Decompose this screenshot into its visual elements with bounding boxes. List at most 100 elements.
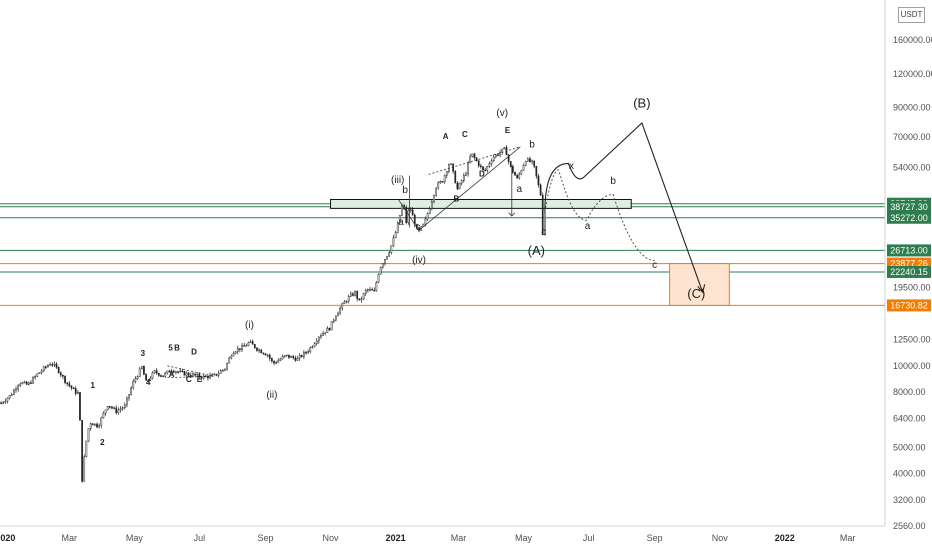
- time-tick-label: Nov: [323, 533, 340, 543]
- price-tick-label: 12500.00: [893, 335, 931, 345]
- candle-body: [275, 362, 278, 364]
- candle-body: [311, 346, 314, 348]
- price-tick-label: 4000.00: [893, 469, 926, 479]
- wave-label: (C): [687, 286, 705, 301]
- wave-label: 4: [146, 378, 151, 387]
- candle-body: [544, 212, 546, 235]
- candle-body: [341, 303, 344, 309]
- wave-label: (A): [528, 243, 545, 258]
- candle-body: [266, 354, 269, 357]
- price-axis[interactable]: 160000.00 120000.00 90000.00 70000.00 54000.…: [893, 35, 932, 531]
- candle-body: [168, 370, 171, 373]
- time-tick-label: May: [515, 533, 533, 543]
- candle-body: [40, 370, 43, 373]
- time-tick-label: 2020: [0, 533, 15, 543]
- candle-body: [42, 366, 45, 372]
- candle-body: [117, 409, 120, 414]
- candle-body: [4, 400, 7, 403]
- wave-label: c: [415, 222, 420, 233]
- level-badge-label: 23877.26: [890, 259, 928, 269]
- candle-body: [134, 378, 137, 382]
- candle-body: [473, 153, 476, 158]
- candle-body: [462, 175, 465, 181]
- candle-body: [70, 385, 73, 389]
- wave-label: A: [443, 132, 449, 141]
- candle-body: [465, 173, 467, 176]
- candle-body: [123, 404, 126, 408]
- time-axis[interactable]: 2020 Mar May Jul Sep Nov 2021 Mar May Jul Sep Nov 20…: [0, 533, 855, 543]
- candle-body: [392, 237, 395, 247]
- candle-body: [36, 373, 39, 377]
- candle-body: [106, 405, 109, 411]
- candle-body: [535, 165, 538, 177]
- time-tick-label: Sep: [647, 533, 663, 543]
- candle-body: [172, 370, 175, 373]
- candle-body: [79, 392, 81, 421]
- candle-body: [409, 209, 412, 211]
- candle-body: [209, 374, 211, 379]
- candle-body: [443, 175, 446, 183]
- candle-body: [296, 357, 299, 361]
- candle-body: [514, 171, 516, 176]
- level-badge-label: 16730.82: [890, 300, 928, 310]
- candle-body: [121, 407, 124, 410]
- candle-body: [354, 291, 356, 296]
- candle-body: [226, 362, 228, 370]
- candle-body: [221, 369, 224, 372]
- candle-body: [249, 341, 252, 343]
- wave-label: b: [610, 176, 616, 187]
- candle-body: [164, 372, 167, 377]
- currency-unit-button[interactable]: USDT: [898, 7, 925, 23]
- candle-body: [335, 315, 337, 321]
- candle-body: [196, 373, 199, 376]
- candle-body: [160, 375, 162, 377]
- candle-body: [38, 372, 41, 374]
- candle-body: [100, 417, 103, 426]
- candle-body: [219, 370, 222, 374]
- candle-body: [145, 374, 147, 381]
- candle-body: [256, 347, 258, 351]
- candle-body: [320, 335, 322, 338]
- wave-label: c: [652, 260, 657, 271]
- candle-body: [437, 182, 440, 189]
- candle-body: [435, 187, 437, 196]
- candle-body: [72, 387, 75, 390]
- candle-body: [441, 181, 444, 183]
- candle-body: [533, 160, 536, 167]
- candle-body: [349, 293, 352, 297]
- candle-body: [450, 163, 452, 166]
- wave-label: x: [569, 161, 574, 172]
- candle-body: [330, 321, 333, 331]
- candle-body: [539, 184, 542, 196]
- candle-body: [130, 387, 133, 395]
- candle-body: [471, 153, 474, 157]
- candle-body: [381, 263, 384, 268]
- wave-label: E: [197, 375, 203, 384]
- projection-alt-path: [544, 169, 655, 262]
- candle-body: [243, 345, 246, 347]
- candle-body: [303, 351, 305, 357]
- candle-body: [162, 375, 164, 378]
- candle-body: [21, 382, 24, 385]
- measure-arrowhead: [508, 212, 516, 217]
- candle-body: [268, 354, 271, 359]
- candle-body: [322, 332, 324, 336]
- candle-body: [398, 215, 401, 224]
- wave-label: C: [462, 130, 468, 139]
- candle-body: [526, 158, 529, 162]
- time-tick-label: Mar: [840, 533, 856, 543]
- projections: [544, 122, 706, 294]
- time-tick-label: Sep: [257, 533, 273, 543]
- candle-body: [531, 160, 533, 163]
- price-tick-label: 120000.00: [893, 69, 932, 79]
- price-tick-label: 70000.00: [893, 132, 931, 142]
- candle-body: [492, 156, 495, 162]
- price-tick-label: 6400.00: [893, 413, 926, 423]
- candle-body: [202, 375, 205, 379]
- candle-body: [279, 358, 282, 361]
- candle-body: [469, 156, 472, 164]
- candle-body: [170, 370, 173, 373]
- candle-body: [30, 382, 32, 384]
- candle-body: [273, 360, 275, 364]
